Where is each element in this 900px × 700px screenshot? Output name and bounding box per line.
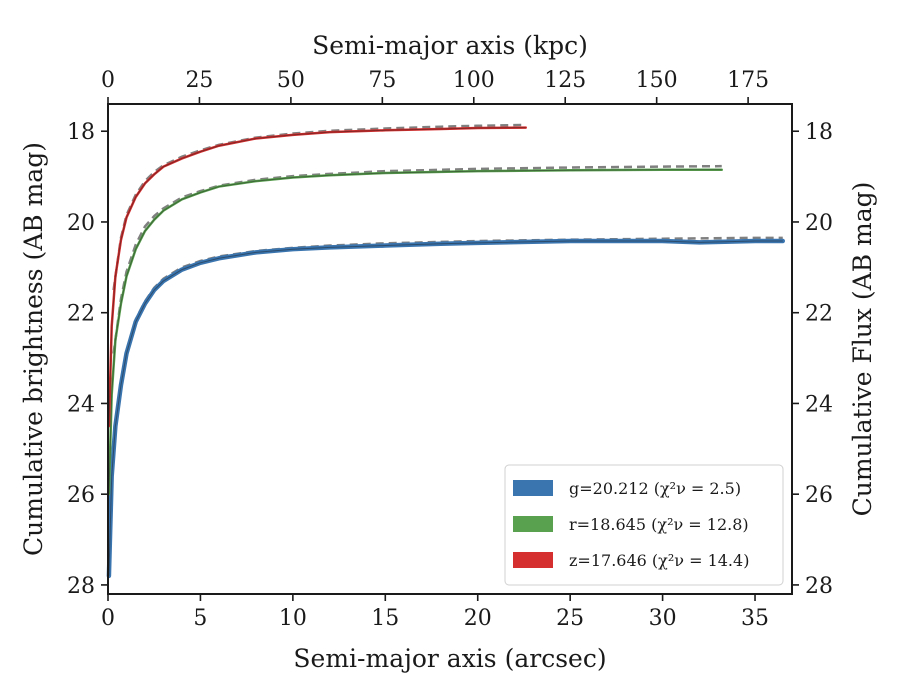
x-axis-title: Semi-major axis (arcsec) bbox=[293, 644, 606, 673]
series-line-z bbox=[107, 126, 528, 428]
top-x-axis: 0 25 50 75 100 125 150 175 bbox=[101, 68, 769, 104]
right-y-tick-label: 20 bbox=[805, 211, 833, 236]
bottom-x-axis: 0 5 10 15 20 25 30 35 bbox=[101, 594, 769, 631]
legend-label-g: g=20.212 (χ²ν = 2.5) bbox=[569, 479, 741, 498]
y-tick-label: 26 bbox=[67, 483, 95, 508]
top-x-tick-label: 75 bbox=[368, 68, 396, 93]
right-y-tick-label: 26 bbox=[805, 483, 833, 508]
left-y-axis: 18 20 22 24 26 28 bbox=[67, 120, 108, 599]
x-tick-label: 30 bbox=[649, 606, 677, 631]
top-x-tick-label: 175 bbox=[727, 68, 769, 93]
legend-label-r: r=18.645 (χ²ν = 12.8) bbox=[569, 515, 749, 534]
top-x-tick-label: 150 bbox=[636, 68, 678, 93]
top-x-tick-label: 25 bbox=[185, 68, 213, 93]
series-centerline-g bbox=[108, 240, 783, 576]
y-tick-label: 22 bbox=[67, 302, 95, 327]
top-x-axis-title: Semi-major axis (kpc) bbox=[312, 31, 588, 60]
y-tick-label: 18 bbox=[67, 120, 95, 145]
axes-frame bbox=[107, 103, 793, 595]
top-x-tick-label: 125 bbox=[544, 68, 586, 93]
top-x-tick-label: 100 bbox=[453, 68, 495, 93]
y-tick-label: 24 bbox=[67, 392, 95, 417]
right-y-tick-label: 18 bbox=[805, 120, 833, 145]
x-tick-label: 35 bbox=[741, 606, 769, 631]
top-x-tick-label: 50 bbox=[277, 68, 305, 93]
x-tick-label: 15 bbox=[371, 606, 399, 631]
x-tick-label: 10 bbox=[279, 606, 307, 631]
plot-area bbox=[106, 123, 786, 579]
right-y-axis-title: Cumulative Flux (AB mag) bbox=[848, 182, 877, 517]
right-y-tick-label: 24 bbox=[805, 392, 833, 417]
legend-swatch-r bbox=[513, 516, 553, 532]
right-y-tick-label: 22 bbox=[805, 302, 833, 327]
legend-box bbox=[504, 464, 784, 586]
right-y-axis: 18 20 22 24 26 28 bbox=[792, 120, 833, 599]
series-centerline-r bbox=[108, 169, 722, 495]
right-y-tick-label: 28 bbox=[805, 574, 833, 599]
top-x-tick-label: 0 bbox=[101, 68, 115, 93]
series-line-r bbox=[107, 168, 723, 496]
x-tick-label: 5 bbox=[193, 606, 207, 631]
legend: g=20.212 (χ²ν = 2.5) r=18.645 (χ²ν = 12.8… bbox=[504, 464, 784, 586]
data-series-lines bbox=[106, 126, 786, 579]
y-tick-label: 28 bbox=[67, 574, 95, 599]
legend-swatch-z bbox=[513, 552, 553, 568]
legend-swatch-g bbox=[513, 480, 553, 496]
legend-label-z: z=17.646 (χ²ν = 14.4) bbox=[569, 551, 749, 570]
model-fit-line-z bbox=[112, 123, 526, 291]
y-tick-label: 20 bbox=[67, 211, 95, 236]
series-centerline-z bbox=[108, 127, 526, 427]
series-line-g bbox=[106, 238, 786, 579]
x-tick-label: 20 bbox=[464, 606, 492, 631]
x-tick-label: 25 bbox=[556, 606, 584, 631]
x-tick-label: 0 bbox=[101, 606, 115, 631]
y-axis-title: Cumulative brightness (AB mag) bbox=[19, 142, 48, 556]
